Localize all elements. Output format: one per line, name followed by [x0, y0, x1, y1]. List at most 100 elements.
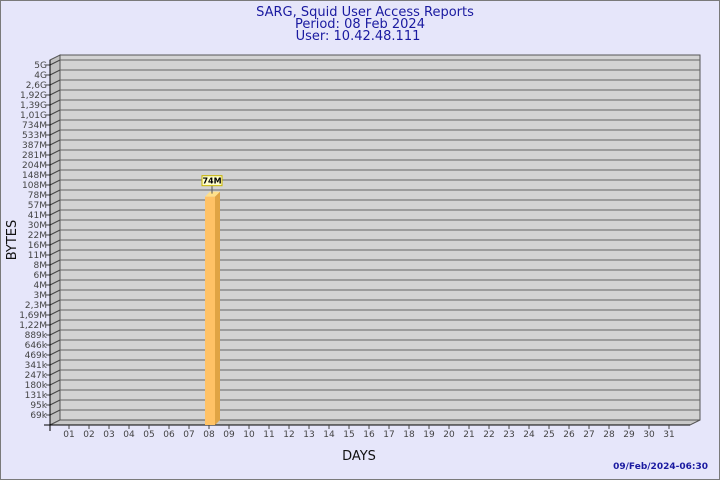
grid-diagonal — [49, 89, 61, 96]
x-tick-label: 17 — [383, 430, 394, 440]
y-tick-label: 2,6G — [26, 81, 47, 91]
y-tick-label: 1,69M — [19, 311, 47, 321]
bar-side — [215, 191, 220, 425]
y-tick-label: 387M — [22, 141, 47, 151]
y-tick-label: 57M — [28, 201, 47, 211]
x-tick-label: 19 — [423, 430, 435, 440]
bar-top — [205, 191, 220, 197]
y-tick-label: 5G — [34, 61, 47, 71]
y-tick-label: 131k — [25, 391, 48, 401]
x-tick-label: 07 — [183, 430, 194, 440]
grid-diagonal — [49, 329, 61, 336]
x-tick-label: 30 — [643, 430, 655, 440]
y-tick-label: 1,92G — [20, 91, 47, 101]
x-tick-label: 02 — [83, 430, 94, 440]
x-axis-label: DAYS — [342, 449, 376, 464]
grid-diagonal — [49, 359, 61, 366]
y-tick-label: 646k — [25, 341, 48, 351]
y-tick-label: 180k — [25, 381, 48, 391]
grid-diagonal — [49, 229, 61, 236]
grid-diagonal — [49, 249, 61, 256]
y-tick-label: 8M — [34, 261, 48, 271]
grid-diagonal — [49, 189, 61, 196]
x-tick-label: 28 — [603, 430, 615, 440]
plot-floor — [49, 419, 701, 426]
x-tick-label: 31 — [663, 430, 674, 440]
bar-day-08 — [205, 196, 215, 425]
x-tick-label: 15 — [343, 430, 354, 440]
grid-diagonal — [49, 219, 61, 226]
grid-diagonal — [49, 399, 61, 406]
grid-diagonal — [49, 389, 61, 396]
x-tick-label: 26 — [563, 430, 575, 440]
y-tick-label: 1,22M — [19, 321, 47, 331]
grid-diagonal — [49, 199, 61, 206]
y-tick-label: 22M — [28, 231, 47, 241]
x-tick-label: 14 — [323, 430, 335, 440]
grid-diagonal — [49, 319, 61, 326]
data-label: 74M — [202, 177, 221, 186]
x-tick-label: 11 — [263, 430, 274, 440]
grid-diagonal — [49, 259, 61, 266]
x-tick-label: 10 — [243, 430, 255, 440]
x-tick-label: 13 — [303, 430, 314, 440]
chart-title: SARG, Squid User Access Reports — [256, 5, 474, 20]
y-tick-label: 469k — [25, 351, 48, 361]
x-tick-label: 29 — [623, 430, 635, 440]
x-tick-label: 16 — [363, 430, 375, 440]
grid-diagonal — [49, 379, 61, 386]
grid-diagonal — [49, 339, 61, 346]
x-tick-label: 08 — [203, 430, 215, 440]
grid-diagonal — [49, 299, 61, 306]
x-tick-label: 20 — [443, 430, 455, 440]
grid-diagonal — [49, 179, 61, 186]
grid-diagonal — [49, 169, 61, 176]
grid-diagonal — [49, 269, 61, 276]
x-tick-label: 25 — [543, 430, 554, 440]
y-tick-label: 247k — [25, 371, 48, 381]
chart-period: Period: 08 Feb 2024 — [295, 17, 425, 32]
y-tick-label: 16M — [28, 241, 47, 251]
y-tick-label: 95k — [30, 401, 47, 411]
generated-timestamp: 09/Feb/2024-06:30 — [613, 462, 708, 472]
y-tick-label: 78M — [28, 191, 47, 201]
data-label-box — [201, 175, 223, 187]
grid-diagonal — [49, 129, 61, 136]
x-tick-label: 22 — [483, 430, 494, 440]
x-tick-label: 04 — [123, 430, 135, 440]
grid-diagonal — [49, 409, 61, 416]
grid-diagonal — [49, 289, 61, 296]
grid-diagonal — [49, 79, 61, 86]
y-tick-label: 281M — [22, 151, 47, 161]
grid-diagonal — [49, 139, 61, 146]
x-tick-label: 12 — [283, 430, 294, 440]
y-tick-label: 41M — [28, 211, 47, 221]
y-tick-label: 6M — [34, 271, 48, 281]
x-tick-label: 18 — [403, 430, 415, 440]
y-tick-label: 734M — [22, 121, 47, 131]
grid-diagonal — [49, 149, 61, 156]
x-tick-label: 24 — [523, 430, 535, 440]
y-tick-label: 4G — [34, 71, 47, 81]
x-tick-label: 27 — [583, 430, 594, 440]
y-tick-label: 1,39G — [20, 101, 47, 111]
x-tick-label: 05 — [143, 430, 154, 440]
x-tick-label: 09 — [223, 430, 235, 440]
x-tick-label: 06 — [163, 430, 175, 440]
grid-diagonal — [49, 109, 61, 116]
grid-diagonal — [49, 69, 61, 76]
grid-diagonal — [49, 119, 61, 126]
x-tick-label: 23 — [503, 430, 514, 440]
y-tick-label: 3M — [34, 291, 48, 301]
y-tick-label: 108M — [22, 181, 47, 191]
grid-diagonal — [49, 369, 61, 376]
y-tick-label: 148M — [22, 171, 47, 181]
x-tick-label: 03 — [103, 430, 114, 440]
y-tick-label: 204M — [22, 161, 47, 171]
grid-diagonal — [49, 59, 61, 66]
x-tick-label: 01 — [63, 430, 74, 440]
y-tick-label: 69k — [30, 411, 47, 421]
grid-diagonal — [49, 209, 61, 216]
y-tick-label: 11M — [28, 251, 47, 261]
y-tick-label: 889k — [25, 331, 48, 341]
